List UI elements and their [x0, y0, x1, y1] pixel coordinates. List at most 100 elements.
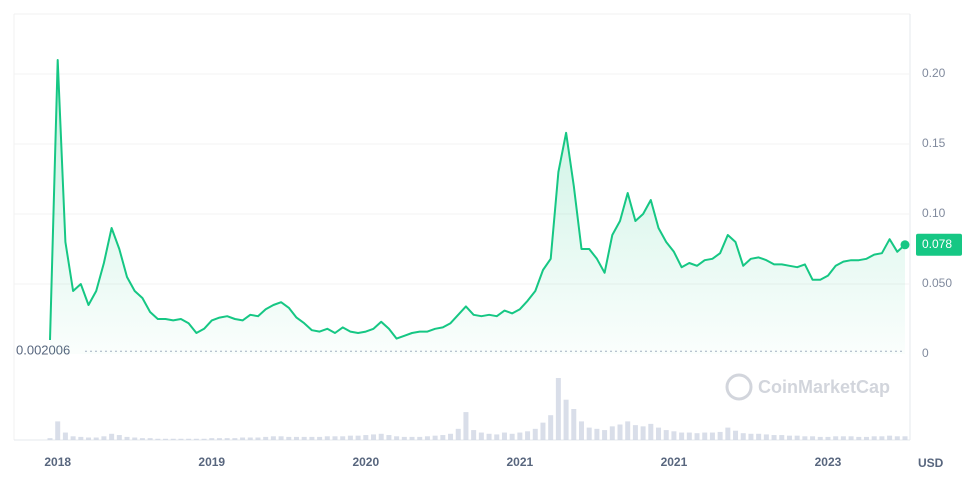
volume-bar — [448, 433, 454, 440]
volume-bar — [486, 433, 492, 440]
volume-bar — [116, 435, 122, 440]
y-tick-label: 0.15 — [922, 136, 946, 150]
volume-bar — [779, 435, 785, 440]
price-badge — [916, 233, 962, 256]
volume-bar — [871, 436, 877, 440]
x-tick-label: 2018 — [44, 455, 71, 469]
volume-bar — [255, 437, 261, 440]
volume-bar — [702, 432, 708, 440]
volume-bar — [455, 428, 461, 440]
volume-bar — [648, 423, 654, 440]
volume-bar — [594, 428, 600, 440]
volume-bar — [563, 399, 569, 440]
x-tick-label: 2021 — [507, 455, 534, 469]
volume-bar — [725, 427, 731, 440]
volume-bar — [548, 415, 554, 440]
x-tick-label: 2019 — [198, 455, 225, 469]
volume-bar — [671, 431, 677, 440]
volume-bar — [432, 435, 438, 440]
volume-bar — [193, 438, 199, 440]
currency-label: USD — [918, 456, 944, 470]
volume-bar — [771, 435, 777, 440]
volume-bar — [386, 435, 392, 440]
volume-bar — [101, 436, 107, 440]
volume-bar — [78, 436, 84, 440]
x-tick-label: 2020 — [352, 455, 379, 469]
volume-bar — [263, 436, 269, 440]
volume-bar — [394, 436, 400, 440]
volume-bar — [602, 430, 608, 440]
volume-bar — [55, 421, 61, 440]
volume-bar — [139, 438, 145, 440]
y-tick-label: 0.10 — [922, 206, 946, 220]
volume-bar — [147, 438, 153, 440]
volume-bar — [709, 432, 715, 440]
x-tick-label: 2023 — [815, 455, 842, 469]
volume-bar — [540, 422, 546, 440]
volume-bar — [509, 433, 515, 440]
x-tick-label: 2021 — [661, 455, 688, 469]
volume-bar — [625, 421, 631, 440]
volume-bar — [109, 433, 115, 440]
volume-bar — [748, 433, 754, 440]
volume-bar — [278, 436, 284, 440]
volume-bar — [632, 425, 638, 440]
volume-bar — [124, 436, 130, 440]
volume-bar — [371, 434, 377, 440]
volume-bar — [409, 436, 415, 440]
volume-bar — [424, 436, 430, 440]
volume-bar — [656, 427, 662, 440]
volume-bar — [440, 435, 446, 440]
volume-bar — [894, 436, 900, 440]
volume-bar — [501, 432, 507, 440]
volume-bar — [155, 438, 161, 440]
volume-bar — [286, 436, 292, 440]
volume-bar — [178, 438, 184, 440]
volume-bar — [848, 436, 854, 440]
volume-bar — [717, 431, 723, 440]
volume-bar — [86, 437, 92, 440]
volume-bar — [863, 436, 869, 440]
volume-bar — [132, 437, 138, 440]
volume-bar — [232, 438, 238, 440]
volume-bar — [733, 430, 739, 440]
watermark-text: CoinMarketCap — [758, 377, 890, 397]
volume-bar — [186, 438, 192, 440]
volume-bar — [163, 438, 169, 440]
volume-bar — [825, 436, 831, 440]
volume-bar — [609, 426, 615, 440]
volume-bar — [340, 436, 346, 440]
volume-bar — [810, 436, 816, 440]
volume-bar — [786, 435, 792, 440]
y-tick-label: 0.050 — [922, 276, 952, 290]
volume-bar — [817, 436, 823, 440]
current-price-label: 0.078 — [922, 237, 952, 251]
volume-bar — [347, 435, 353, 440]
volume-bar — [532, 428, 538, 440]
volume-bar — [494, 434, 500, 440]
volume-bar — [293, 436, 299, 440]
volume-bar — [640, 426, 646, 440]
volume-bar — [902, 436, 908, 440]
volume-bar — [740, 433, 746, 440]
volume-bar — [517, 432, 523, 440]
volume-bar — [802, 436, 808, 440]
volume-bar — [694, 433, 700, 440]
volume-bar — [586, 427, 592, 440]
y-tick-label: 0 — [922, 346, 929, 360]
volume-bar — [93, 437, 99, 440]
volume-bar — [856, 436, 862, 440]
volume-bar — [887, 435, 893, 440]
volume-bar — [679, 432, 685, 440]
volume-bar — [355, 435, 361, 440]
volume-bar — [571, 409, 577, 440]
volume-bar — [240, 437, 246, 440]
volume-bar — [378, 433, 384, 440]
volume-bar — [270, 436, 276, 440]
last-point — [900, 240, 910, 250]
volume-bar — [209, 438, 215, 440]
volume-bar — [62, 432, 68, 440]
y-tick-label: 0.20 — [922, 66, 946, 80]
volume-bar — [216, 438, 222, 440]
